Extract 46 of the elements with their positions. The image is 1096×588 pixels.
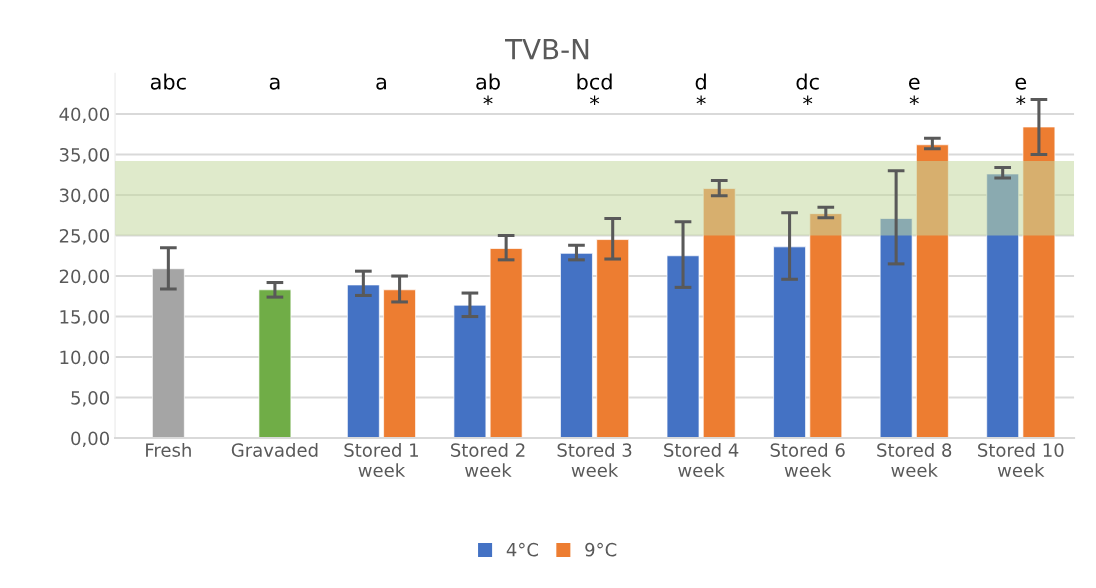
annotation: abc bbox=[150, 73, 186, 90]
bar bbox=[666, 255, 700, 439]
y-tick-label: 5,00 bbox=[71, 391, 110, 407]
bar bbox=[1022, 126, 1056, 439]
x-tick-label: Stored 3 week bbox=[557, 442, 632, 478]
annotation: ab * bbox=[476, 73, 500, 106]
y-tick-label: 20,00 bbox=[59, 269, 110, 285]
bar bbox=[879, 218, 913, 439]
legend-label: 9°C bbox=[585, 542, 617, 557]
x-tick-label: Gravaded bbox=[231, 442, 318, 457]
legend-label: 4°C bbox=[506, 542, 538, 557]
annotation: d * bbox=[695, 73, 706, 106]
x-tick-label: Stored 4 week bbox=[664, 442, 739, 478]
bar bbox=[773, 246, 806, 439]
y-tick-label: 25,00 bbox=[59, 228, 110, 245]
bar bbox=[347, 284, 380, 439]
annotation: a bbox=[269, 77, 280, 90]
bar bbox=[453, 304, 487, 439]
annotation: bcd * bbox=[577, 73, 612, 106]
x-tick-label: Stored 1 week bbox=[344, 442, 418, 478]
annotation: e * bbox=[908, 77, 920, 106]
bar bbox=[596, 239, 630, 439]
bar bbox=[489, 248, 523, 439]
bar bbox=[152, 268, 185, 439]
annotation: a bbox=[376, 77, 386, 90]
x-tick-label: Stored 6 week bbox=[770, 442, 845, 478]
y-tick-label: 35,00 bbox=[59, 147, 110, 164]
annotation: e * bbox=[1015, 77, 1027, 106]
bar bbox=[986, 173, 1020, 439]
bar bbox=[258, 289, 292, 439]
annotation: dc * bbox=[796, 73, 819, 106]
x-tick-label: Stored 8 week bbox=[877, 442, 952, 478]
x-tick-label: Stored 2 week bbox=[451, 442, 525, 478]
bar bbox=[383, 289, 416, 439]
bar bbox=[560, 253, 593, 439]
bar bbox=[916, 144, 949, 439]
x-tick-label: Stored 10 week bbox=[978, 442, 1064, 478]
y-tick-label: 10,00 bbox=[60, 350, 110, 367]
y-tick-label: 0,00 bbox=[71, 431, 110, 448]
bar bbox=[809, 213, 843, 439]
y-tick-label: 40,00 bbox=[59, 107, 110, 123]
bar bbox=[702, 188, 736, 439]
y-tick-label: 15,00 bbox=[60, 310, 110, 326]
y-tick-label: 30,00 bbox=[59, 188, 110, 204]
x-tick-label: Fresh bbox=[146, 442, 191, 457]
chart-title: TVB-N bbox=[505, 39, 589, 60]
